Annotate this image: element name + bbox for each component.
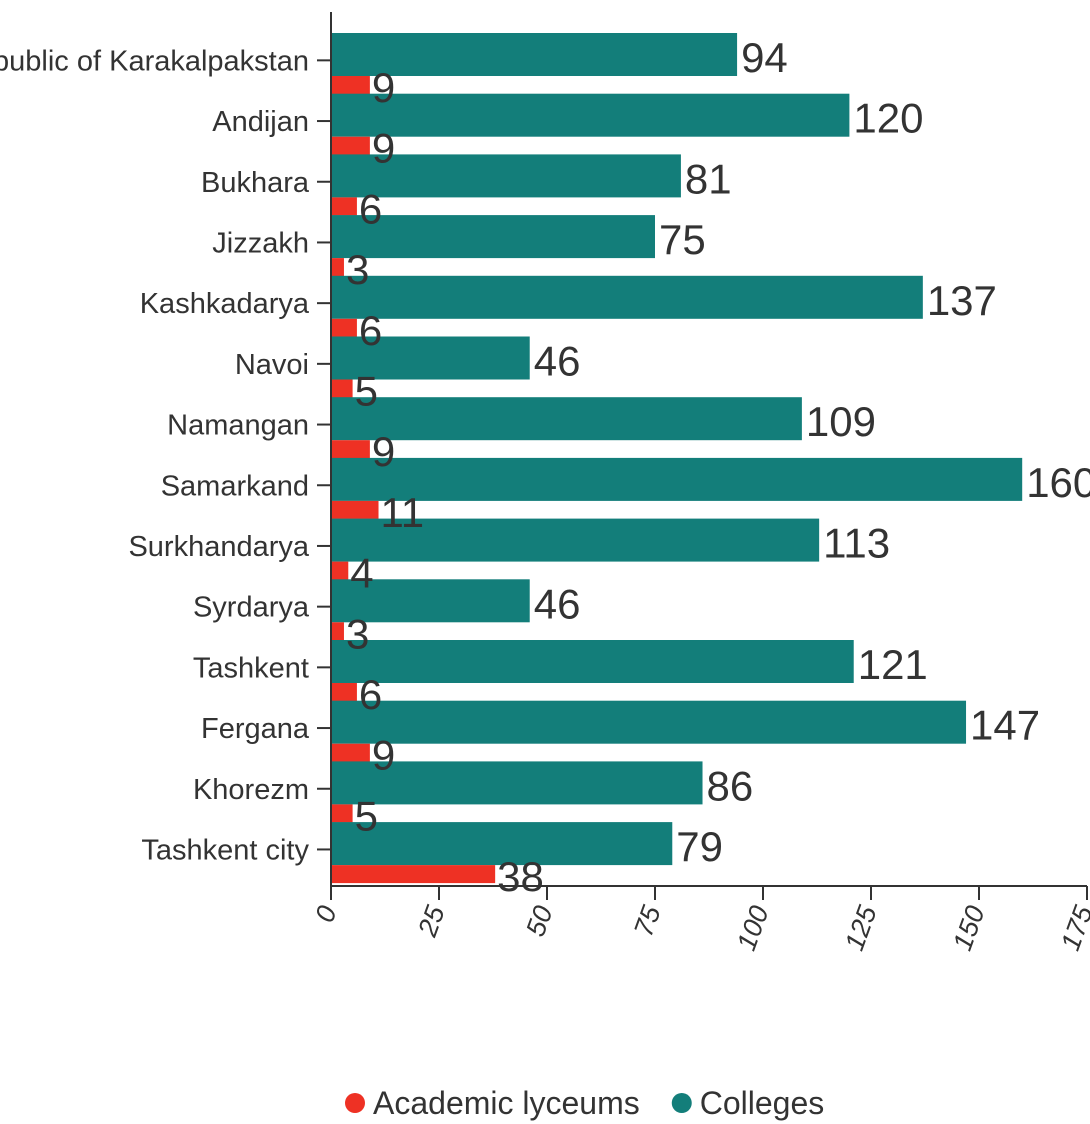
x-tick-label: 125 xyxy=(839,901,883,955)
category-label: Namangan xyxy=(167,410,309,442)
lyceum-bar xyxy=(331,622,344,641)
college-value-label: 113 xyxy=(823,520,890,567)
lyceum-value-label: 38 xyxy=(497,853,544,900)
lyceum-bar xyxy=(331,258,344,277)
college-bar xyxy=(331,215,655,259)
lyceum-bar xyxy=(331,318,357,337)
x-tick-label: 150 xyxy=(947,902,991,955)
x-tick-label: 25 xyxy=(412,901,451,941)
college-bar xyxy=(331,336,530,380)
category-label: Andijan xyxy=(212,106,309,138)
college-bar xyxy=(331,822,673,866)
college-value-label: 81 xyxy=(685,155,732,202)
category-label: Republic of Karakalpakstan xyxy=(0,45,309,77)
college-value-label: 160 xyxy=(1026,459,1090,506)
lyceum-bar xyxy=(331,379,353,398)
category-label: Khorezm xyxy=(193,774,309,806)
college-value-label: 147 xyxy=(970,702,1040,749)
lyceum-value-label: 3 xyxy=(346,246,369,293)
college-value-label: 109 xyxy=(806,398,876,445)
lyceum-value-label: 5 xyxy=(355,368,378,415)
lyceum-value-label: 3 xyxy=(346,610,369,657)
x-tick-label: 100 xyxy=(731,902,775,955)
college-bar xyxy=(331,33,738,76)
college-bar xyxy=(331,275,923,319)
category-label: Bukhara xyxy=(201,167,310,199)
category-label: Fergana xyxy=(201,713,310,745)
lyceum-bar xyxy=(331,804,353,823)
lyceum-bar xyxy=(331,440,370,459)
x-tick-label: 50 xyxy=(520,902,558,940)
lyceum-bar xyxy=(331,136,370,155)
lyceum-value-label: 9 xyxy=(372,64,395,111)
lyceum-value-label: 9 xyxy=(372,428,395,475)
lyceum-bar xyxy=(331,865,496,884)
legend-swatch xyxy=(671,1093,692,1113)
college-bar xyxy=(331,518,820,562)
college-bar xyxy=(331,700,967,744)
x-tick-label: 75 xyxy=(628,901,667,940)
category-label: Kashkadarya xyxy=(140,288,310,320)
category-label: Syrdarya xyxy=(193,592,310,624)
college-value-label: 75 xyxy=(659,216,706,263)
x-tick-label: 175 xyxy=(1055,901,1090,955)
lyceum-value-label: 9 xyxy=(372,732,395,779)
college-bar xyxy=(331,397,802,441)
college-bar xyxy=(331,154,681,198)
legend-label: Academic lyceums xyxy=(373,1085,640,1121)
category-label: Navoi xyxy=(235,349,309,381)
legend-label: Colleges xyxy=(700,1085,825,1121)
college-value-label: 137 xyxy=(927,277,997,324)
lyceum-value-label: 5 xyxy=(355,792,378,839)
value-labels-layer: Republic of Karakalpakstan949Andijan1209… xyxy=(0,34,1090,900)
category-label: Samarkand xyxy=(161,470,309,502)
legend: Academic lyceums Colleges xyxy=(345,1085,824,1121)
college-value-label: 79 xyxy=(676,823,723,870)
lyceum-value-label: 4 xyxy=(350,550,373,597)
lyceum-bar xyxy=(331,683,357,701)
lyceum-bar xyxy=(331,743,370,762)
college-bar xyxy=(331,761,703,805)
lyceum-bar xyxy=(331,561,349,580)
college-value-label: 121 xyxy=(858,641,928,688)
lyceum-value-label: 6 xyxy=(359,307,382,354)
lyceum-bar xyxy=(331,197,357,216)
college-bar xyxy=(331,640,854,683)
legend-swatch xyxy=(345,1093,365,1113)
lyceum-value-label: 9 xyxy=(372,125,395,172)
college-value-label: 46 xyxy=(534,580,581,627)
college-value-label: 46 xyxy=(534,338,581,385)
lyceum-bar xyxy=(331,76,370,94)
lyceum-bar xyxy=(331,500,379,519)
lyceum-value-label: 6 xyxy=(359,671,382,718)
college-value-label: 86 xyxy=(707,762,754,809)
college-bar xyxy=(331,93,850,137)
category-label: Jizzakh xyxy=(212,227,309,259)
college-value-label: 120 xyxy=(853,95,923,142)
college-value-label: 94 xyxy=(741,34,788,81)
bars-layer xyxy=(331,33,1023,884)
college-bar xyxy=(331,457,1023,501)
category-label: Tashkent city xyxy=(141,834,309,866)
x-tick-label: 0 xyxy=(309,902,342,926)
category-label: Tashkent xyxy=(193,652,309,684)
college-bar xyxy=(331,579,530,623)
category-label: Surkhandarya xyxy=(128,531,309,563)
lyceum-value-label: 6 xyxy=(359,185,382,232)
lyceum-value-label: 11 xyxy=(381,489,425,536)
